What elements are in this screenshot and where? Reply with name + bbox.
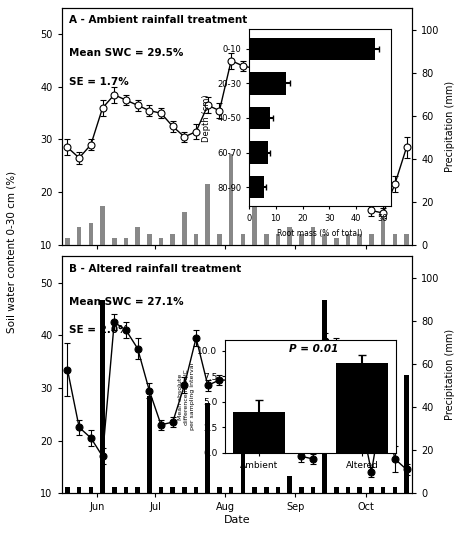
Bar xyxy=(240,234,245,244)
Bar xyxy=(310,487,315,493)
Bar xyxy=(357,487,362,493)
Bar xyxy=(147,234,152,244)
Bar xyxy=(182,212,187,244)
Bar xyxy=(170,234,175,244)
Bar xyxy=(381,487,385,493)
Text: SE = 2.0%: SE = 2.0% xyxy=(69,325,128,335)
Bar xyxy=(100,300,105,493)
Bar xyxy=(252,487,257,493)
Bar xyxy=(65,238,70,244)
Bar xyxy=(229,154,234,244)
Bar xyxy=(357,234,362,244)
Bar xyxy=(229,487,234,493)
Bar xyxy=(194,234,199,244)
Bar xyxy=(159,487,164,493)
Bar xyxy=(299,487,304,493)
Bar xyxy=(65,487,70,493)
Bar xyxy=(369,487,374,493)
Bar xyxy=(392,234,397,244)
Text: Mean SWC = 29.5%: Mean SWC = 29.5% xyxy=(69,48,183,58)
Bar xyxy=(194,487,199,493)
Bar xyxy=(77,227,82,244)
Y-axis label: Depth (cm): Depth (cm) xyxy=(202,94,211,142)
Bar xyxy=(182,487,187,493)
Bar xyxy=(287,227,292,244)
Text: B - Altered rainfall treatment: B - Altered rainfall treatment xyxy=(69,264,241,273)
Bar xyxy=(233,412,284,453)
Bar xyxy=(217,234,222,244)
Bar xyxy=(252,202,257,244)
Bar xyxy=(135,227,140,244)
Y-axis label: Precipitation (mm): Precipitation (mm) xyxy=(446,329,456,420)
Bar xyxy=(147,396,152,493)
Bar xyxy=(346,234,350,244)
Text: P = 0.01: P = 0.01 xyxy=(289,344,338,354)
Bar xyxy=(112,487,117,493)
Bar xyxy=(170,487,175,493)
Bar xyxy=(334,487,339,493)
Bar xyxy=(249,142,268,163)
Bar xyxy=(217,487,222,493)
Text: Soil water content 0-30 cm (%): Soil water content 0-30 cm (%) xyxy=(7,171,17,333)
Text: Mean SWC = 27.1%: Mean SWC = 27.1% xyxy=(69,297,183,307)
Bar xyxy=(205,184,210,244)
Bar xyxy=(100,206,105,244)
Y-axis label: Mean absolute
difference in SWC
per sampling interval: Mean absolute difference in SWC per samp… xyxy=(178,363,195,430)
Bar xyxy=(249,72,286,94)
Bar xyxy=(322,234,327,244)
Bar xyxy=(404,375,409,493)
Text: A - Ambient rainfall treatment: A - Ambient rainfall treatment xyxy=(69,15,247,25)
Bar xyxy=(77,487,82,493)
Bar xyxy=(310,227,315,244)
Bar xyxy=(392,487,397,493)
Bar xyxy=(264,487,269,493)
Bar xyxy=(249,176,264,198)
Bar xyxy=(287,476,292,493)
Bar xyxy=(89,223,93,244)
Bar xyxy=(124,487,128,493)
Y-axis label: Precipitation (mm): Precipitation (mm) xyxy=(446,81,456,172)
Bar xyxy=(337,363,388,453)
Bar xyxy=(381,217,385,244)
Bar xyxy=(275,234,280,244)
Bar xyxy=(249,38,375,60)
Bar xyxy=(346,487,350,493)
Bar xyxy=(240,429,245,493)
Bar xyxy=(275,487,280,493)
Bar xyxy=(322,300,327,493)
Bar xyxy=(159,238,164,244)
Bar xyxy=(89,487,93,493)
Bar xyxy=(135,487,140,493)
Bar xyxy=(264,234,269,244)
Bar xyxy=(205,403,210,493)
Bar xyxy=(112,238,117,244)
Bar xyxy=(369,234,374,244)
X-axis label: Root mass (% of total): Root mass (% of total) xyxy=(277,228,363,237)
Bar xyxy=(334,238,339,244)
Bar xyxy=(299,234,304,244)
Bar xyxy=(404,234,409,244)
Bar xyxy=(124,238,128,244)
X-axis label: Date: Date xyxy=(224,515,250,525)
Text: SE = 1.7%: SE = 1.7% xyxy=(69,77,128,87)
Bar xyxy=(249,107,270,129)
